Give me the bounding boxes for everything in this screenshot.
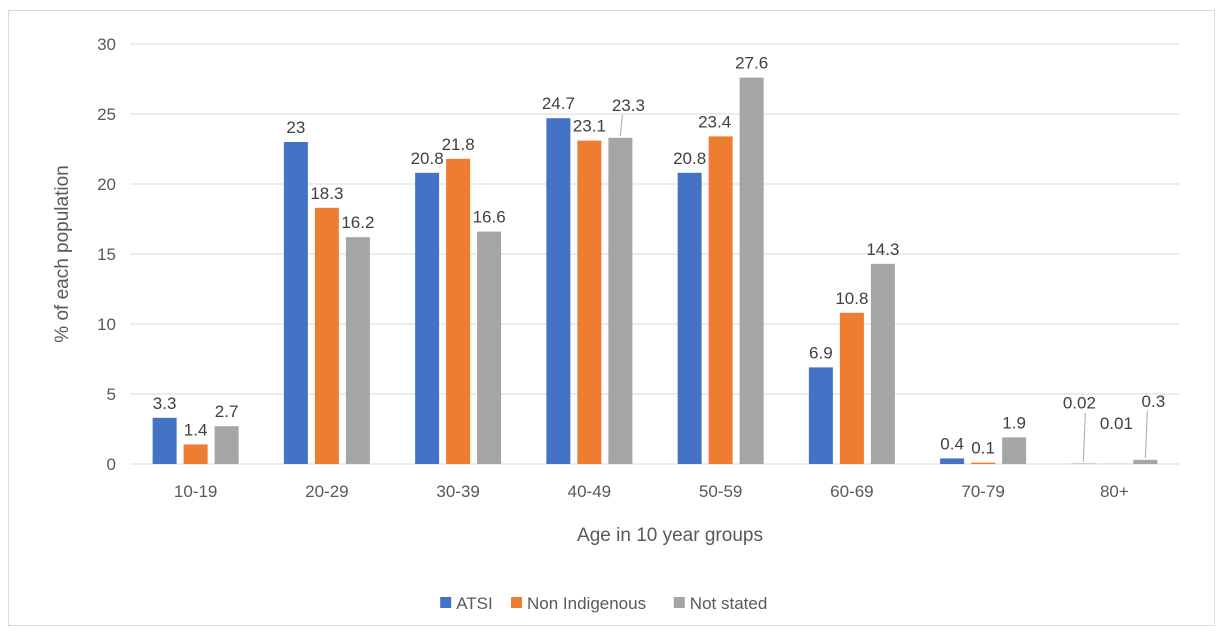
bar [152, 417, 177, 464]
data-label: 0.1 [971, 439, 995, 458]
y-tick-label: 0 [107, 455, 116, 474]
bar [839, 312, 864, 464]
x-axis-ticks: 10-19 20-29 30-39 40-49 50-59 60-69 70-79 80+ [174, 482, 1129, 501]
bar [183, 444, 208, 464]
legend-label: ATSI [456, 594, 493, 613]
data-label: 23.1 [573, 117, 606, 136]
data-label: 2.7 [215, 402, 239, 421]
leader-line [1144, 410, 1148, 458]
leader-line [1082, 412, 1086, 462]
leader-line [619, 114, 623, 136]
data-label: 0.01 [1100, 414, 1133, 433]
bar [415, 172, 440, 465]
y-axis-ticks: 0 5 10 15 20 25 30 [97, 35, 116, 474]
data-label: 1.9 [1002, 413, 1026, 432]
data-label: 10.8 [835, 289, 868, 308]
data-label: 20.8 [673, 149, 706, 168]
bar [608, 137, 633, 465]
legend: ATSI Non Indigenous Not stated [440, 594, 767, 613]
label-leader-lines [619, 114, 1148, 462]
x-axis-title: Age in 10 year groups [577, 525, 763, 546]
data-label: 20.8 [411, 149, 444, 168]
x-tick-label: 80+ [1100, 482, 1129, 501]
legend-swatch [673, 597, 685, 608]
data-label: 24.7 [542, 94, 575, 113]
y-axis-title: % of each population [52, 165, 73, 342]
bar [577, 140, 602, 464]
x-tick-label: 20-29 [305, 482, 348, 501]
data-label: 14.3 [866, 240, 899, 259]
legend-swatch [511, 597, 522, 608]
data-label: 6.9 [809, 343, 833, 362]
bar [1002, 437, 1027, 464]
x-tick-label: 10-19 [174, 482, 217, 501]
bar [708, 136, 733, 464]
x-tick-label: 60-69 [830, 482, 873, 501]
data-label: 16.6 [473, 208, 506, 227]
bar [870, 263, 895, 464]
bar [214, 426, 239, 464]
bar [971, 462, 996, 464]
y-tick-label: 30 [97, 35, 116, 54]
data-label: 18.3 [310, 184, 343, 203]
bar [677, 172, 702, 465]
x-tick-label: 50-59 [699, 482, 742, 501]
data-label: 0.3 [1142, 392, 1166, 411]
bar [1133, 459, 1158, 464]
legend-swatch [440, 597, 452, 608]
x-tick-label: 30-39 [436, 482, 479, 501]
y-tick-label: 20 [97, 175, 116, 194]
data-label: 23.3 [612, 96, 645, 115]
y-tick-label: 10 [97, 315, 116, 334]
legend-label: Not stated [690, 594, 768, 613]
data-label: 27.6 [735, 54, 768, 73]
data-label: 0.02 [1063, 394, 1096, 413]
data-label: 23 [286, 118, 305, 137]
bar [283, 142, 308, 464]
data-label: 23.4 [698, 112, 731, 131]
y-tick-label: 5 [107, 385, 116, 404]
data-label: 21.8 [442, 135, 475, 154]
bar [739, 77, 764, 464]
legend-label: Non Indigenous [527, 594, 646, 613]
data-labels: 3.31.42.72318.316.220.821.816.624.723.12… [153, 54, 1165, 458]
x-tick-label: 40-49 [568, 482, 611, 501]
bars [152, 77, 1158, 465]
bar [345, 237, 370, 464]
bar [446, 158, 471, 465]
y-tick-label: 25 [97, 105, 116, 124]
data-label: 3.3 [153, 394, 177, 413]
bar [808, 367, 833, 464]
bar [940, 458, 965, 464]
data-label: 1.4 [184, 420, 208, 439]
data-label: 0.4 [940, 434, 964, 453]
x-tick-label: 70-79 [961, 482, 1004, 501]
y-tick-label: 15 [97, 245, 116, 264]
data-label: 16.2 [341, 213, 374, 232]
bar [477, 231, 502, 464]
bar [546, 118, 571, 464]
bar [314, 207, 339, 465]
